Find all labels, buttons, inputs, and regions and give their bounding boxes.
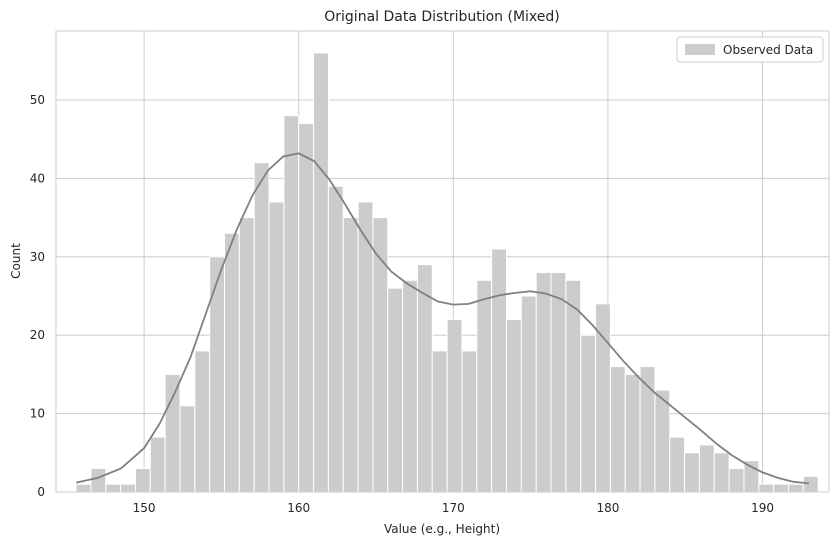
y-tick-label: 40 xyxy=(30,171,45,185)
x-tick-label: 180 xyxy=(596,501,619,515)
legend-box xyxy=(676,36,824,63)
kde-curve xyxy=(75,152,809,485)
histogram-bar xyxy=(224,232,240,493)
histogram-bar xyxy=(120,483,136,493)
histogram-bar xyxy=(90,467,107,493)
y-tick-label: 0 xyxy=(37,485,45,499)
histogram-bar xyxy=(283,115,300,493)
histogram-bar xyxy=(387,287,404,493)
histogram-bar xyxy=(728,467,745,493)
histogram-bar xyxy=(149,436,166,493)
y-axis-label: Count xyxy=(9,243,23,279)
x-tick-labels: 150 160 170 180 190 xyxy=(133,501,774,515)
histogram-bar xyxy=(105,483,122,493)
histogram-bar xyxy=(580,334,597,493)
legend-swatch xyxy=(685,44,715,55)
histogram-bar xyxy=(520,295,537,493)
histogram-bar xyxy=(342,217,359,493)
histogram-bar xyxy=(327,185,344,493)
histogram-bar xyxy=(802,475,819,493)
legend: Observed Data xyxy=(676,36,824,63)
histogram-bar xyxy=(313,52,329,493)
histogram-bar xyxy=(684,452,700,493)
histogram-bar xyxy=(787,483,804,493)
chart-title: Original Data Distribution (Mixed) xyxy=(324,9,559,25)
histogram-bar xyxy=(298,123,315,493)
histogram-bar xyxy=(461,350,478,493)
histogram-bar xyxy=(416,264,433,493)
y-tick-labels: 0 10 20 30 40 50 xyxy=(30,93,45,499)
x-tick-label: 150 xyxy=(133,501,156,515)
x-tick-label: 190 xyxy=(751,501,774,515)
histogram-bar xyxy=(209,256,226,493)
histogram-bar xyxy=(134,467,151,493)
histogram-bars xyxy=(75,52,819,493)
axes-frame xyxy=(55,30,830,493)
y-tick-label: 50 xyxy=(30,93,45,107)
histogram-bar xyxy=(550,271,567,493)
histogram-bar xyxy=(773,483,789,493)
histogram-bar xyxy=(743,460,760,493)
histogram-bar xyxy=(253,162,270,493)
histogram-bar xyxy=(179,405,196,493)
histogram-bar xyxy=(758,483,775,493)
histogram-bar xyxy=(431,350,448,493)
histogram-bar xyxy=(535,271,552,493)
histogram-bar xyxy=(268,201,285,493)
histogram-bar xyxy=(698,444,715,493)
histogram-bar xyxy=(75,483,92,493)
histogram-bar xyxy=(164,373,181,493)
histogram-bar xyxy=(669,436,686,493)
histogram-bar xyxy=(476,279,493,493)
y-tick-label: 20 xyxy=(30,328,45,342)
histogram-bar xyxy=(446,319,463,493)
histogram-bar xyxy=(654,389,671,493)
histogram-bar xyxy=(194,350,211,493)
x-tick-label: 160 xyxy=(287,501,310,515)
x-tick-label: 170 xyxy=(442,501,465,515)
histogram-bar xyxy=(713,452,730,493)
y-tick-label: 10 xyxy=(30,407,45,421)
x-axis-label: Value (e.g., Height) xyxy=(384,522,500,536)
histogram-bar xyxy=(402,279,418,493)
histogram-bar xyxy=(609,366,626,493)
histogram-bar xyxy=(491,248,508,493)
legend-label-observed-data: Observed Data xyxy=(723,43,813,57)
histogram-bar xyxy=(624,373,641,493)
histogram-bar xyxy=(238,217,255,493)
histogram-bar xyxy=(506,319,522,493)
y-tick-label: 30 xyxy=(30,250,45,264)
